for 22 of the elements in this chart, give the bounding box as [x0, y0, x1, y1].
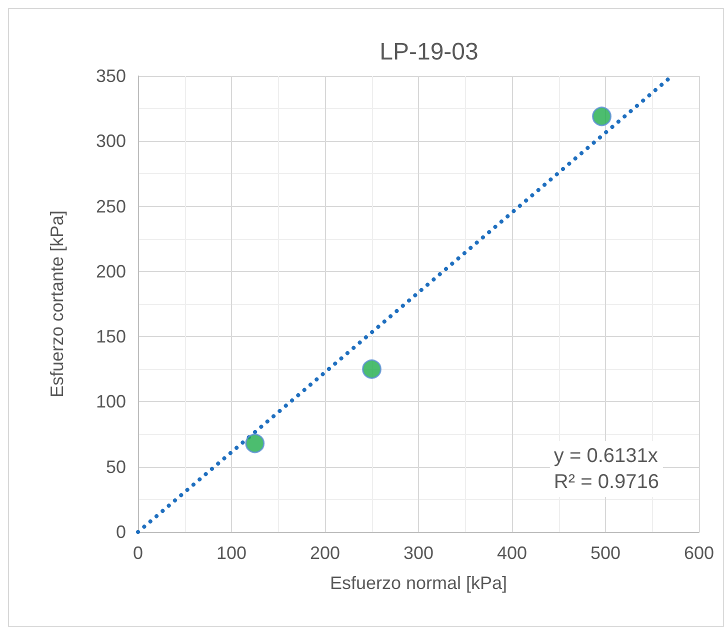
x-tick-label: 300 — [403, 543, 434, 563]
y-tick-label: 0 — [116, 522, 126, 542]
y-tick-label: 350 — [96, 66, 126, 86]
point — [362, 359, 382, 379]
x-tick-label: 500 — [590, 543, 621, 563]
point — [592, 106, 612, 126]
x-tick-label: 100 — [216, 543, 247, 563]
y-tick-label: 50 — [106, 456, 126, 477]
x-tick-label: 600 — [684, 543, 714, 563]
x-tick-label: 200 — [310, 543, 340, 563]
x-tick-label: 0 — [132, 543, 144, 563]
x-axis-title: Esfuerzo normal [kPa] — [330, 573, 508, 593]
y-tick-label: 100 — [96, 392, 126, 412]
x-tick-label: 400 — [496, 543, 528, 563]
y-axis-title: Esfuerzo cortante [kPa] — [47, 210, 67, 398]
y-tick-label: 150 — [96, 326, 126, 347]
y-tick-label: 200 — [96, 261, 126, 282]
annotation: y = 0.6131x R² = 0.9716 — [554, 445, 660, 493]
y-tick-label: 300 — [96, 131, 126, 152]
point — [245, 434, 265, 454]
y-tick-label: 250 — [96, 196, 126, 216]
chart-title: LP-19-03 — [380, 38, 478, 66]
